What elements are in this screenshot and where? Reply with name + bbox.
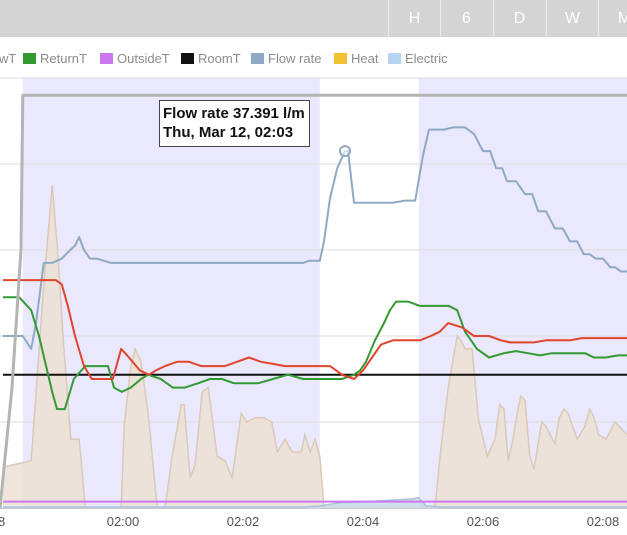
legend-swatch-outsidet — [100, 53, 113, 64]
series-area-heat — [3, 185, 627, 508]
range-button-hour[interactable]: H — [388, 0, 440, 37]
tooltip-time: Thu, Mar 12, 02:03 — [163, 124, 294, 141]
legend-swatch-roomt — [181, 53, 194, 64]
range-selector-bar: H 6 D W M — [0, 0, 627, 37]
legend-item-flowt[interactable]: wT — [0, 51, 16, 67]
legend-label-flowt: wT — [0, 51, 17, 66]
legend-swatch-returnt — [23, 53, 36, 64]
range-button-6hours[interactable]: 6 — [440, 0, 492, 37]
range-button-week[interactable]: W — [546, 0, 598, 37]
x-tick-label: 02:04 — [347, 514, 380, 529]
tooltip-value: Flow rate 37.391 l/m — [163, 105, 305, 122]
x-axis: 8 02:00 02:02 02:04 02:06 02:08 — [0, 508, 627, 529]
hover-tooltip: Flow rate 37.391 l/m Thu, Mar 12, 02:03 — [159, 100, 310, 147]
range-button-day[interactable]: D — [493, 0, 545, 37]
marker-layer — [339, 145, 351, 158]
legend-swatch-heat — [334, 53, 347, 64]
background-bands — [22, 78, 627, 508]
legend-label-returnt: ReturnT — [40, 51, 87, 66]
legend-label-heat: Heat — [351, 51, 379, 66]
series-line-flow-rate — [3, 126, 627, 350]
legend-item-flow-rate[interactable]: Flow rate — [251, 51, 321, 67]
legend-label-outsidet: OutsideT — [117, 51, 170, 66]
legend-swatch-flow-rate — [251, 53, 264, 64]
x-tick-label: 02:00 — [107, 514, 140, 529]
range-button-month[interactable]: M — [598, 0, 627, 37]
legend-label-electric: Electric — [405, 51, 448, 66]
series-area-edge-heat — [2, 185, 627, 509]
series-layer — [0, 93, 627, 509]
x-tick-label: 02:08 — [587, 514, 620, 529]
legend-item-outsidet[interactable]: OutsideT — [100, 51, 170, 67]
series-line-returnt — [3, 296, 627, 411]
legend-swatch-electric — [388, 53, 401, 64]
series-line-gray-top-line — [0, 93, 627, 509]
legend-item-heat[interactable]: Heat — [334, 51, 378, 67]
legend-label-flow-rate: Flow rate — [268, 51, 322, 66]
x-tick-label-partial: 8 — [0, 514, 5, 529]
series-line-wt — [3, 279, 627, 380]
legend-label-roomt: RoomT — [198, 51, 241, 66]
chart-legend: wT ReturnT OutsideT RoomT Flow rate Heat… — [0, 46, 627, 72]
x-tick-label: 02:06 — [467, 514, 500, 529]
x-tick-label: 02:02 — [227, 514, 260, 529]
hover-marker — [339, 145, 351, 158]
legend-item-electric[interactable]: Electric — [388, 51, 448, 67]
legend-item-returnt[interactable]: ReturnT — [23, 51, 87, 67]
legend-item-roomt[interactable]: RoomT — [181, 51, 241, 67]
